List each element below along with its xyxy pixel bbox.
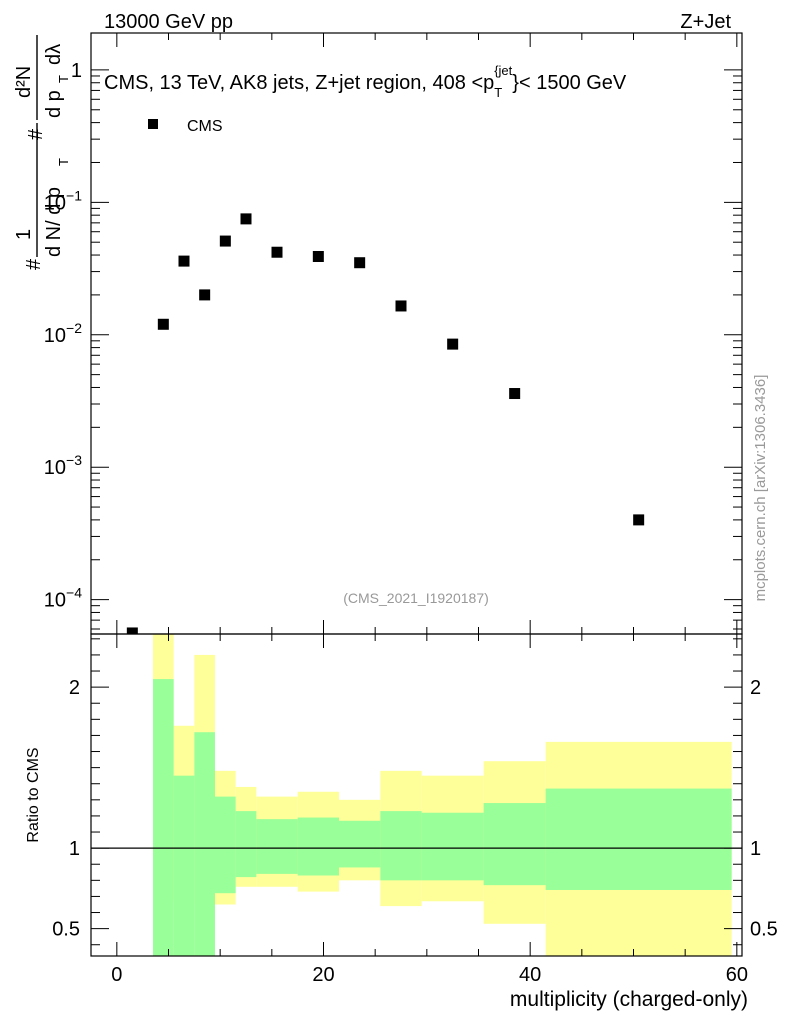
- main-y-axis-label: # 1 d N/ d p T # d²N d p T dλ: [13, 35, 71, 270]
- ratio-band-inner-bin: [235, 811, 257, 878]
- ratio-band-inner-bin: [483, 803, 546, 886]
- y-tick-label-ratio-left: 1: [69, 838, 80, 860]
- data-point: [447, 338, 459, 350]
- y-label-hash-1: #: [23, 258, 45, 270]
- y-label-denominator: d p: [43, 90, 65, 118]
- ratio-y-axis-label: Ratio to CMS: [25, 747, 42, 842]
- y-tick-label-ratio-right: 2: [750, 677, 761, 699]
- axis-tick-labels: 0 20 40 60 1 10−1 10−2 10−3 10−4 0.5 0.5 1 1 2 2: [44, 60, 778, 986]
- y-label-one: 1: [13, 229, 35, 240]
- y-tick-label-main: 10−1: [44, 187, 82, 214]
- x-tick-label: 20: [312, 964, 334, 986]
- ratio-band-inner-bin: [256, 819, 298, 874]
- data-point: [126, 627, 138, 634]
- data-point: [633, 514, 645, 526]
- data-point: [157, 318, 169, 330]
- energy-label: 13000 GeV pp: [104, 11, 233, 33]
- ratio-band-inner: [153, 679, 732, 956]
- ratio-band-inner-bin: [173, 775, 195, 956]
- y-tick-label-main: 10−2: [44, 320, 82, 347]
- y-label-t-1: T: [56, 158, 71, 166]
- y-label-dn: d N/ d p: [43, 187, 65, 257]
- x-tick-label: 40: [519, 964, 541, 986]
- ratio-band-inner-bin: [339, 820, 381, 868]
- y-label-t-2: T: [56, 75, 71, 83]
- ratio-plot-frame: [90, 633, 743, 957]
- data-point: [178, 255, 190, 267]
- ratio-band-inner-bin: [297, 817, 339, 876]
- axis-ticks: [91, 33, 742, 956]
- y-tick-label-main: 1: [71, 60, 82, 82]
- y-tick-label-main: 10−4: [44, 585, 82, 612]
- ratio-band-inner-bin: [421, 812, 484, 881]
- y-tick-label-main: 10−3: [44, 452, 82, 479]
- legend-marker-cms: [148, 119, 158, 129]
- legend-label-cms: CMS: [187, 118, 223, 135]
- y-label-numerator: d²N: [13, 66, 35, 98]
- ratio-band-inner-bin: [380, 811, 422, 881]
- cms-data-points: [126, 213, 645, 634]
- chart-title: CMS, 13 TeV, AK8 jets, Z+jet region, 408…: [104, 63, 627, 100]
- y-label-dlambda: dλ: [43, 44, 65, 65]
- process-label: Z+Jet: [680, 11, 731, 33]
- x-tick-label: 0: [111, 964, 122, 986]
- watermark: mcplots.cern.ch [arXiv:1306.3436]: [752, 375, 769, 602]
- data-point: [219, 235, 231, 247]
- y-tick-label-ratio-right: 1: [750, 838, 761, 860]
- x-tick-label: 60: [726, 964, 748, 986]
- y-tick-label-ratio-left: 2: [69, 677, 80, 699]
- data-point: [199, 289, 211, 301]
- data-point: [509, 388, 521, 400]
- data-point: [354, 257, 366, 269]
- data-point: [240, 213, 252, 225]
- ratio-band-inner-bin: [153, 679, 174, 956]
- data-point: [395, 300, 407, 312]
- ratio-band-inner-bin: [215, 796, 236, 894]
- y-tick-label-ratio-right: 0.5: [750, 919, 778, 941]
- y-label-hash-2: #: [25, 128, 47, 140]
- analysis-id: (CMS_2021_I1920187): [343, 590, 489, 606]
- x-axis-label: multiplicity (charged-only): [510, 988, 748, 1011]
- y-tick-label-ratio-left: 0.5: [52, 919, 80, 941]
- ratio-band-inner-bin: [545, 788, 732, 890]
- data-point: [271, 246, 283, 258]
- ratio-band-inner-bin: [194, 732, 215, 956]
- data-point: [312, 250, 324, 262]
